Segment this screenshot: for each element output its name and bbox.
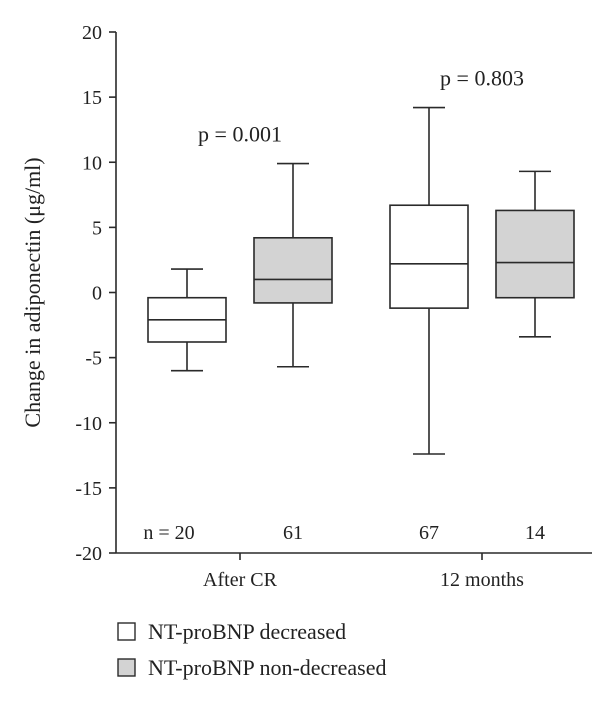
p-value-annotation: p = 0.001 [198,122,282,147]
annotations: p = 0.001 p = 0.803 [198,66,524,147]
box-0-1 [389,106,469,455]
legend-swatch [117,658,136,677]
box-1-0 [253,162,333,368]
y-tick-label: -5 [85,348,102,370]
iqr-box [389,204,469,309]
y-tick-label: 10 [82,152,102,174]
iqr-box [253,236,333,304]
sample-size-labels: n = 20 61 67 14 [143,522,545,544]
x-category-label: After CR [203,569,278,591]
n-label: 61 [283,522,303,544]
y-tick-label: 0 [92,283,102,305]
legend: NT-proBNP decreased NT-proBNP non-decreas… [117,619,386,680]
legend-label: NT-proBNP decreased [148,619,346,644]
legend-swatch [117,622,136,641]
n-label: 67 [419,522,439,544]
x-category-label: 12 months [440,569,524,591]
y-tick-label: -15 [75,478,102,500]
y-axis-title: Change in adiponectin (μg/ml) [20,157,45,427]
x-axis: After CR 12 months [116,552,592,591]
y-axis: 20 15 10 5 0 -5 -10 -15 -20 Change in adiponectin… [20,22,117,565]
box-plots [147,106,575,455]
y-tick-label: 5 [92,217,102,239]
legend-label: NT-proBNP non-decreased [148,655,386,680]
n-label: 14 [525,522,545,544]
box-1-1 [495,170,575,338]
y-tick-label: -10 [75,413,102,435]
y-tick-label: 20 [82,22,102,44]
n-label: n = 20 [143,522,194,544]
y-tick-label: -20 [75,543,102,565]
box-0-0 [147,268,227,372]
y-tick-label: 15 [82,87,102,109]
p-value-annotation: p = 0.803 [440,66,524,91]
iqr-box [495,209,575,299]
